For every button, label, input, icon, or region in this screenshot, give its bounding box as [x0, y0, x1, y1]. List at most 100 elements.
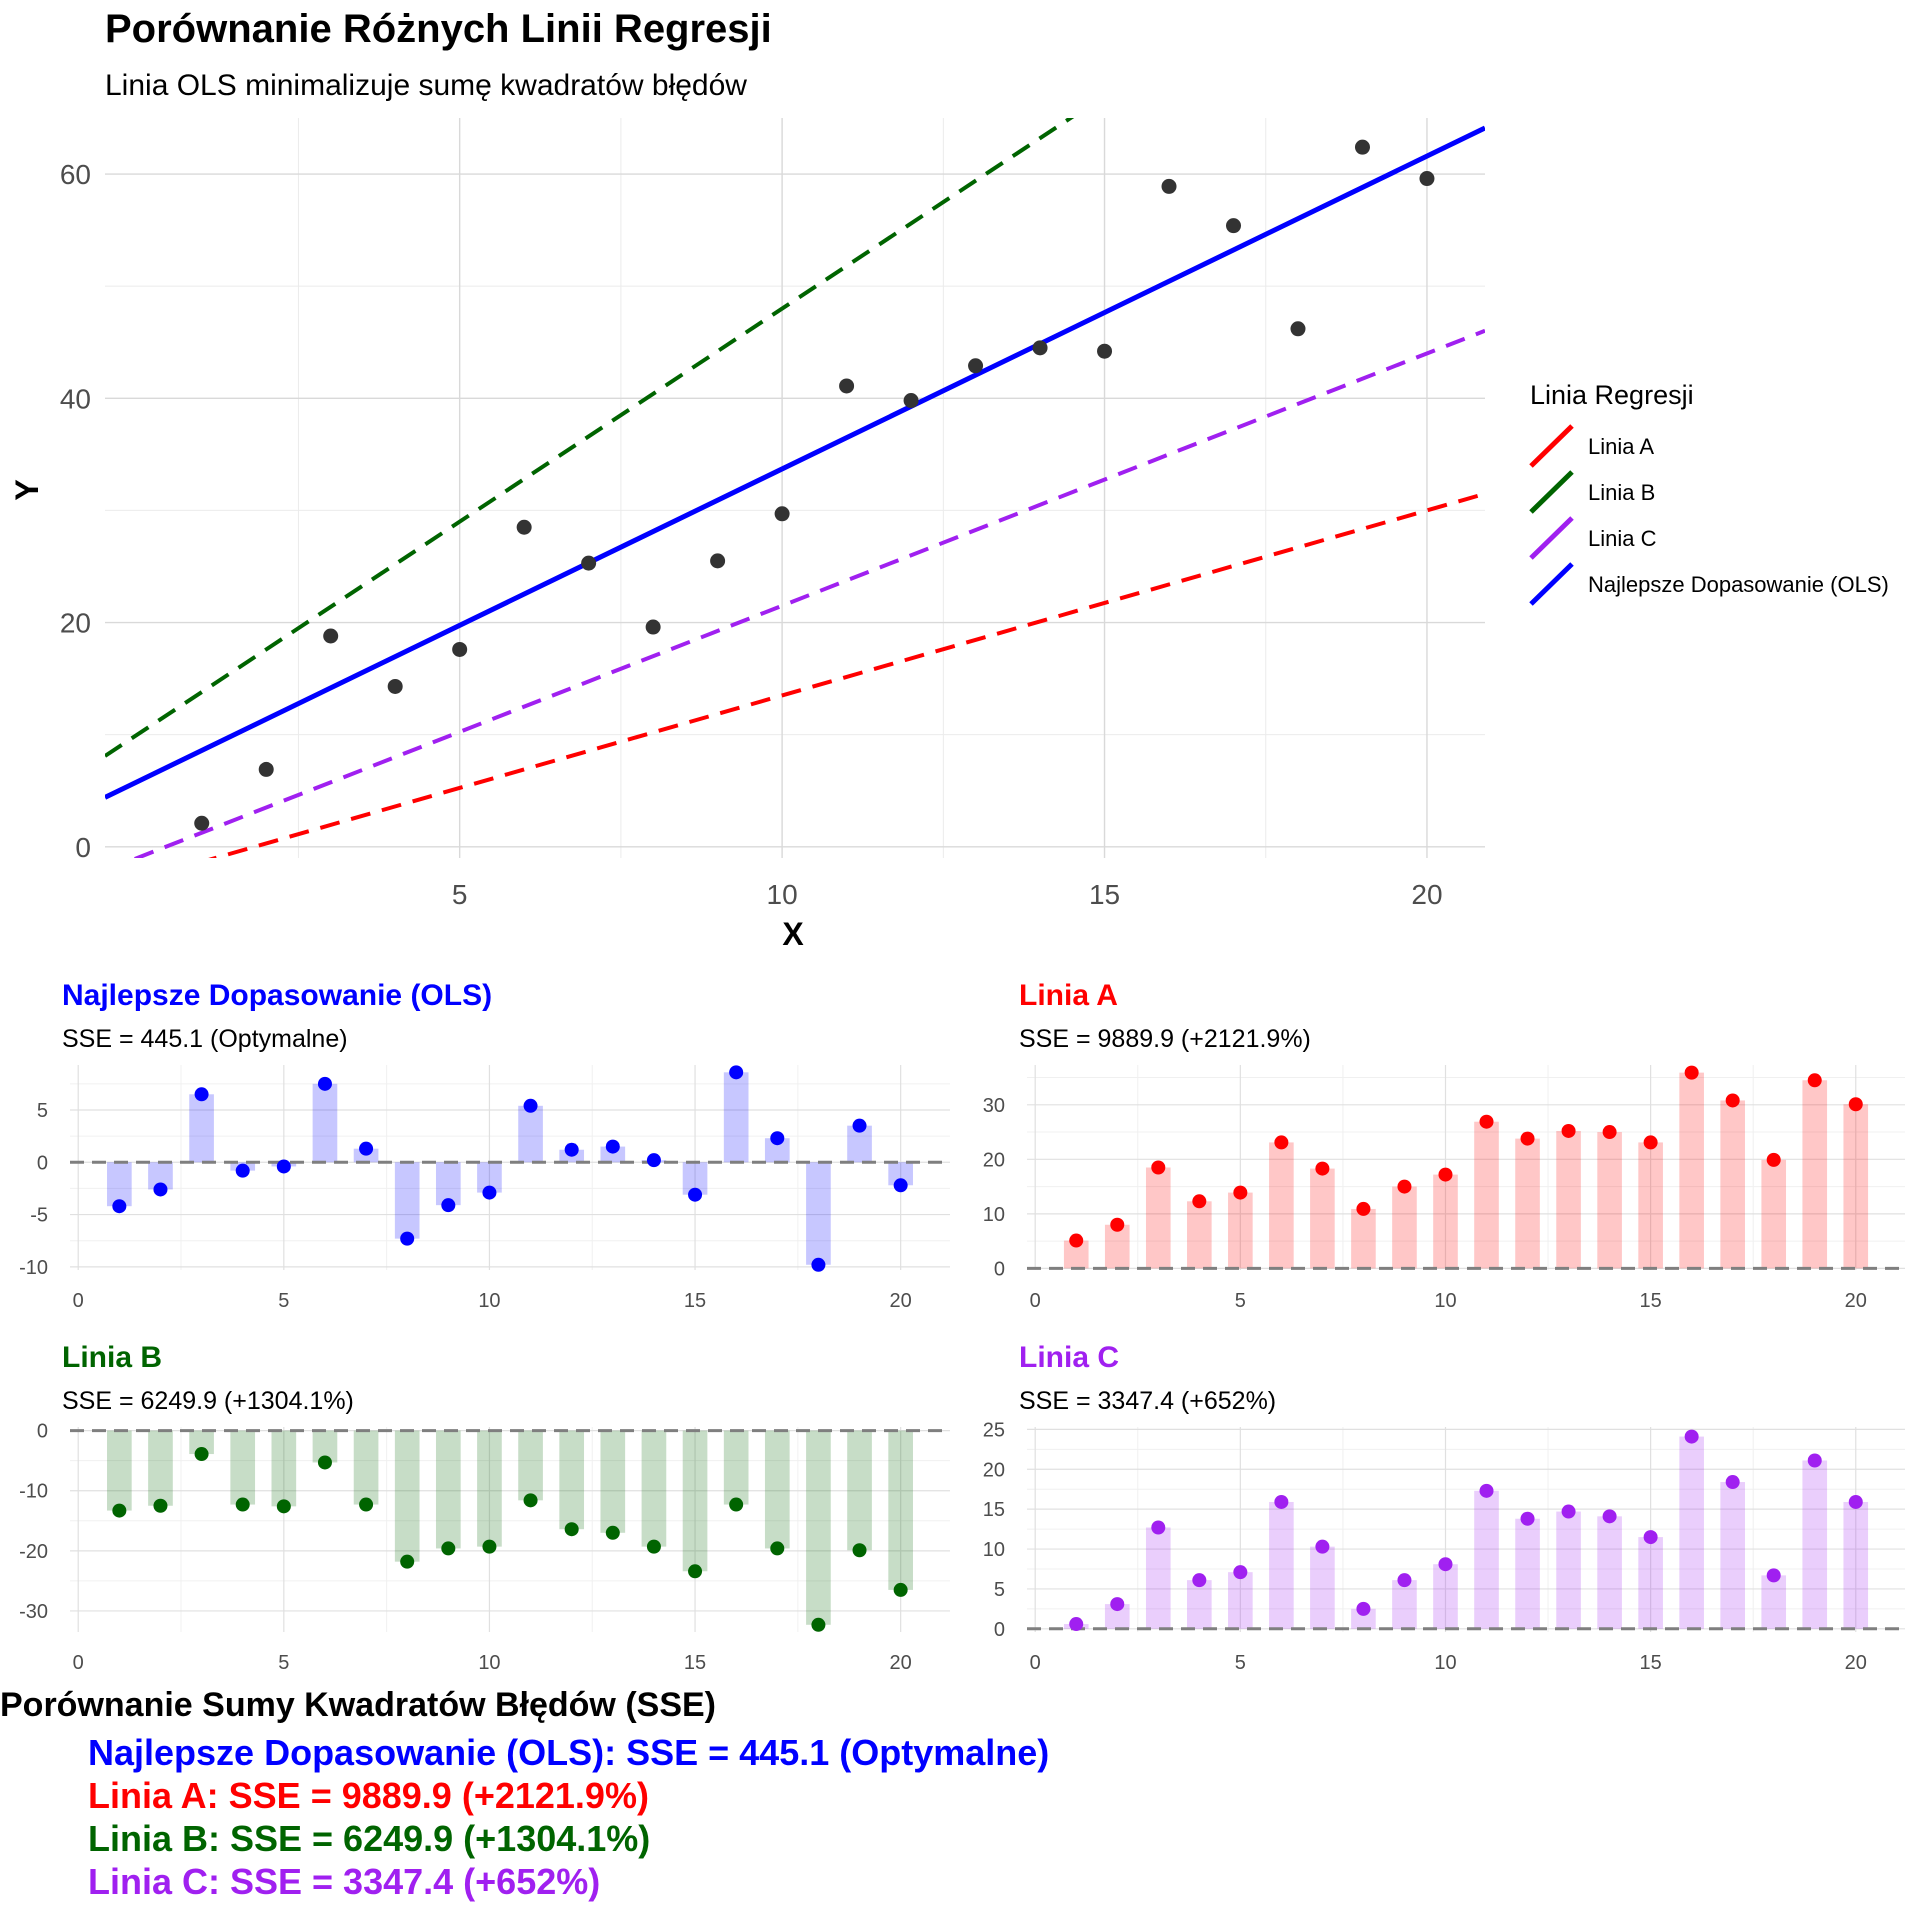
y-tick-label: 0 — [37, 1421, 48, 1443]
legend-key-linia-a — [1529, 424, 1574, 468]
residual-panel-linia-a: Linia A SSE = 9889.9 (+2121.9%) 0 5 10 15 20 0 1… — [983, 979, 1905, 1312]
residual-bar — [477, 1430, 502, 1547]
residual-bar — [1433, 1174, 1458, 1269]
y-tick-label: -30 — [19, 1601, 48, 1623]
residual-bar — [806, 1430, 831, 1625]
data-point — [516, 519, 532, 535]
residual-bar — [1761, 1575, 1787, 1629]
line-linia-c — [131, 328, 1485, 858]
residual-bar — [230, 1430, 256, 1505]
x-tick-label: 0 — [73, 1290, 84, 1312]
y-tick-label: -20 — [19, 1541, 48, 1563]
residual-point — [729, 1497, 744, 1512]
residual-point — [1397, 1573, 1412, 1588]
x-tick-label: 20 — [890, 1652, 912, 1674]
residual-bar — [518, 1430, 543, 1501]
y-tick-label: 15 — [983, 1499, 1005, 1521]
residual-bar — [888, 1430, 913, 1590]
residual-bar — [1351, 1208, 1376, 1269]
x-tick-label: 15 — [684, 1652, 706, 1674]
x-tick-label: 15 — [1089, 879, 1120, 910]
data-point — [258, 761, 274, 777]
residual-bar — [1474, 1121, 1499, 1269]
residual-point — [729, 1065, 744, 1080]
panel-subtitle: SSE = 9889.9 (+2121.9%) — [1019, 1025, 1311, 1053]
data-point — [452, 641, 468, 657]
residual-bar — [1720, 1100, 1745, 1269]
residual-point — [1848, 1097, 1863, 1112]
x-tick-label: 5 — [1235, 1290, 1246, 1312]
panel-subtitle: SSE = 6249.9 (+1304.1%) — [62, 1387, 354, 1415]
residual-bar — [189, 1430, 214, 1455]
data-point — [645, 619, 661, 635]
x-tick-label: 20 — [1845, 1652, 1867, 1674]
data-point — [581, 555, 597, 571]
residual-point — [523, 1493, 538, 1508]
data-point — [1354, 139, 1370, 155]
residual-point — [1520, 1131, 1535, 1146]
panel-subtitle: SSE = 3347.4 (+652%) — [1019, 1387, 1276, 1415]
residual-point — [893, 1178, 908, 1193]
y-tick-label: 40 — [60, 383, 91, 414]
line-najlepsze-dopasowanie-ols — [105, 125, 1485, 800]
residual-bar — [394, 1162, 420, 1239]
residual-bar — [723, 1430, 749, 1505]
residual-point — [317, 1455, 332, 1470]
x-tick-label: 10 — [1434, 1652, 1456, 1674]
residual-bar — [1556, 1511, 1581, 1629]
residual-bar — [1392, 1186, 1417, 1269]
residual-point — [235, 1163, 250, 1178]
y-tick-label: 25 — [983, 1419, 1005, 1441]
data-point — [710, 553, 726, 569]
residual-bar — [1843, 1104, 1869, 1269]
residual-point — [564, 1522, 579, 1537]
residual-point — [1192, 1573, 1207, 1588]
main-chart-title: Porównanie Różnych Linii Regresji — [105, 7, 772, 51]
residual-bar — [1638, 1142, 1663, 1269]
residual-bar — [1269, 1501, 1294, 1629]
residual-bar — [1228, 1572, 1253, 1629]
data-point — [194, 815, 210, 831]
residual-point — [1602, 1125, 1617, 1140]
data-point — [839, 378, 855, 394]
sse-summary-line-a: Linia A: SSE = 9889.9 (+2121.9%) — [88, 1775, 649, 1816]
legend-title: Linia Regresji — [1530, 380, 1694, 410]
residual-bar — [600, 1146, 626, 1163]
residual-point — [1438, 1557, 1453, 1572]
residual-bar — [1145, 1527, 1171, 1629]
residual-point — [482, 1539, 497, 1554]
y-tick-label: 0 — [994, 1619, 1005, 1641]
x-tick-label: 15 — [1640, 1290, 1662, 1312]
residual-bar — [1433, 1564, 1458, 1629]
residual-point — [1315, 1161, 1330, 1176]
residual-bar — [353, 1430, 379, 1505]
line-linia-a — [208, 491, 1485, 858]
y-tick-label: -5 — [30, 1205, 48, 1227]
panel-subtitle: SSE = 445.1 (Optymalne) — [62, 1025, 348, 1053]
sse-summary-line-c: Linia C: SSE = 3347.4 (+652%) — [88, 1861, 601, 1902]
residual-point — [276, 1159, 291, 1174]
y-axis-label: Y — [9, 479, 45, 500]
residual-point — [1643, 1135, 1658, 1150]
residual-point — [317, 1076, 332, 1091]
x-tick-label: 5 — [1235, 1652, 1246, 1674]
residual-point — [482, 1185, 497, 1200]
residual-point — [400, 1231, 415, 1246]
residual-bar — [1104, 1224, 1130, 1269]
residual-point — [1274, 1494, 1289, 1509]
legend-label-linia-b: Linia B — [1588, 480, 1655, 505]
main-chart: 5 10 15 20 0 20 40 60 — [60, 118, 1485, 910]
residual-bar — [394, 1430, 420, 1562]
residual-point — [1438, 1167, 1453, 1182]
sse-summary-title: Porównanie Sumy Kwadratów Błędów (SSE) — [0, 1686, 716, 1724]
residual-bar — [1720, 1482, 1745, 1629]
data-point — [968, 358, 984, 374]
residual-bar — [1515, 1138, 1540, 1269]
residual-bar — [312, 1083, 338, 1163]
residual-point — [359, 1497, 374, 1512]
legend-key-linia-b — [1529, 470, 1574, 514]
chart-canvas: 5 10 15 20 0 20 40 60 Porównanie Różnych Linii R… — [9, 7, 1905, 1674]
residual-bar — [1392, 1580, 1417, 1629]
y-tick-label: 0 — [994, 1258, 1005, 1280]
y-tick-label: -10 — [19, 1481, 48, 1503]
